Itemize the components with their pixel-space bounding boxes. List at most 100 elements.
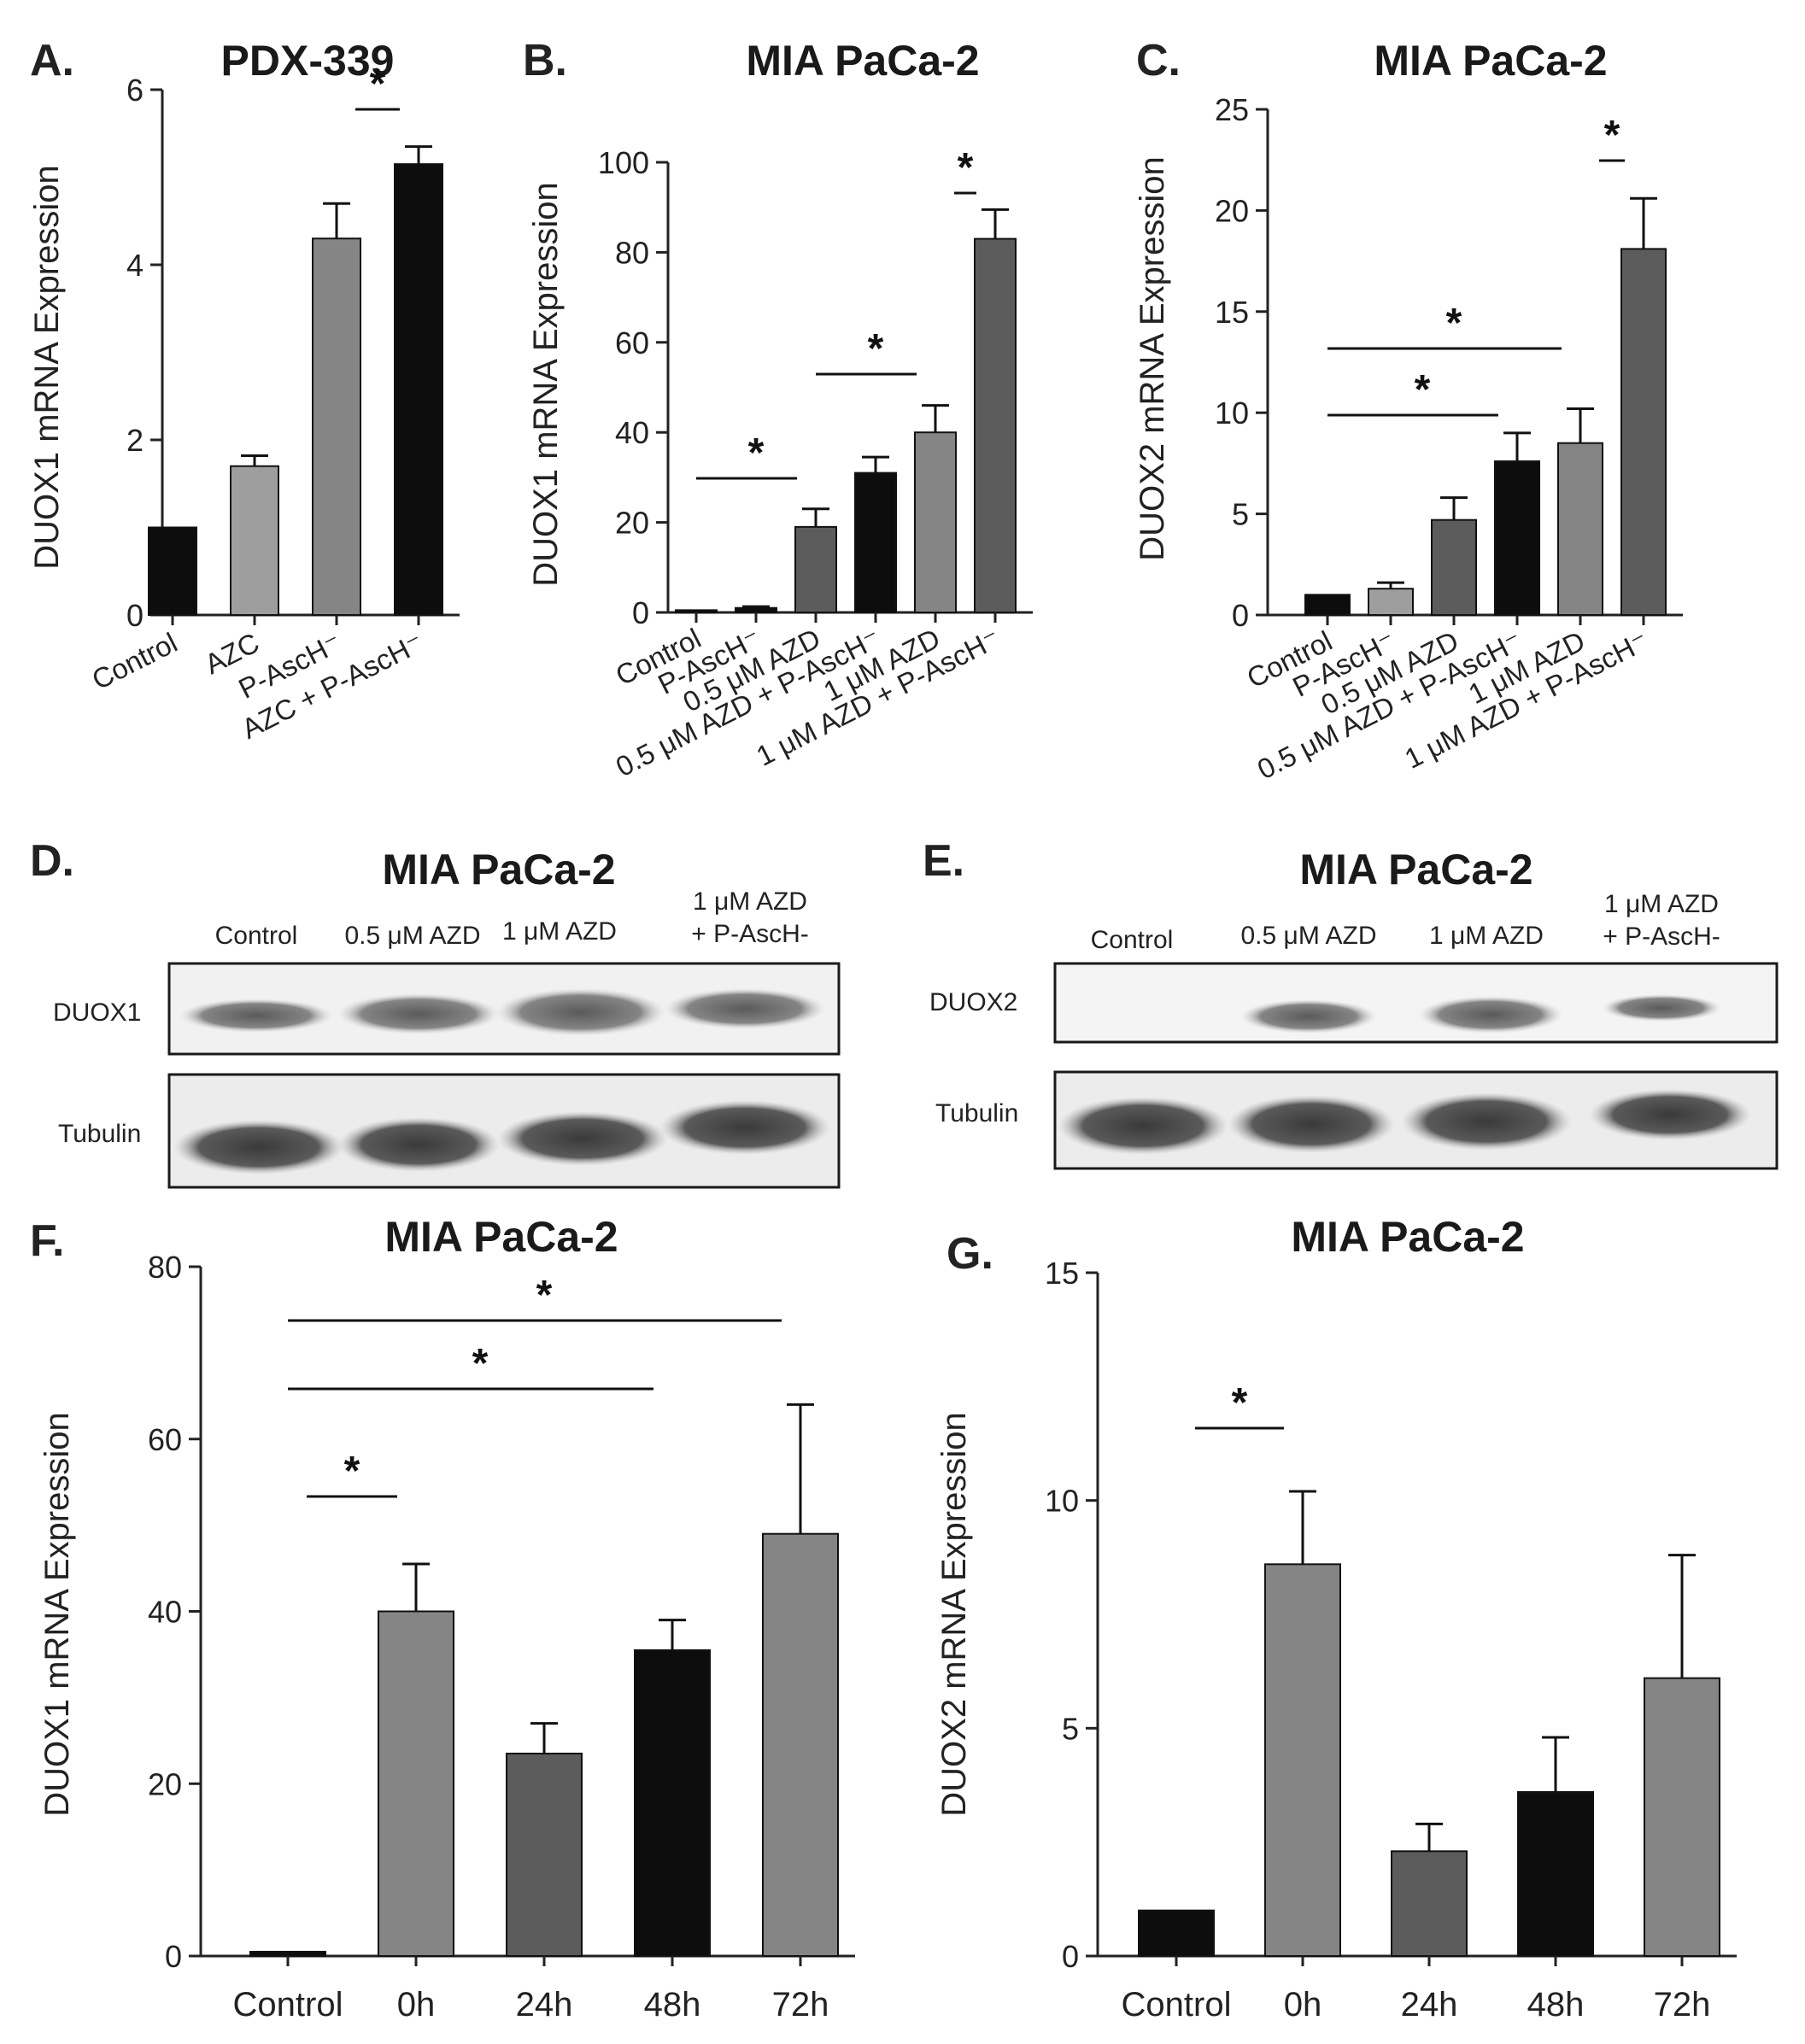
y-axis-label-b: DUOX1 mRNA Expression: [527, 182, 565, 586]
y-tick-label: 0: [632, 595, 649, 630]
chart-panel-f: F. MIA PaCa-2 DUOX1 mRNA Expression 0 20 4…: [30, 1213, 855, 2024]
bar: [1644, 1677, 1720, 1957]
bar: [1368, 588, 1414, 617]
y-tick-label: 0: [165, 1939, 182, 1974]
bar: [974, 237, 1017, 613]
y-axis-label-a: DUOX1 mRNA Expression: [28, 165, 66, 569]
chart-title-f: MIA PaCa-2: [384, 1213, 618, 1261]
western-blot-d: D. MIA PaCa-2 Control 0.5 μM AZD 1 μM AZ…: [30, 836, 841, 1189]
bar: [1557, 442, 1603, 616]
blot-lane-label: 1 μM AZD: [502, 917, 617, 946]
blot-band: [1058, 1097, 1228, 1155]
y-tick-label: 40: [615, 415, 649, 450]
blot-band: [337, 993, 500, 1034]
blot-band: [337, 1117, 500, 1172]
bar: [378, 1610, 454, 1957]
panel-letter-b: B.: [523, 36, 567, 85]
chart-panel-b: B. MIA PaCa-2 DUOX1 mRNA Expression 0 20 4…: [523, 36, 1033, 782]
x-category-label: Control: [1122, 1986, 1232, 2024]
bar: [1517, 1791, 1594, 1957]
y-tick-label: 0: [1062, 1939, 1079, 1974]
y-tick-label: 5: [1232, 497, 1249, 532]
significance-star: *: [1232, 1380, 1248, 1426]
bar: [1620, 248, 1667, 616]
bar: [794, 525, 837, 613]
x-category-label: 0h: [397, 1986, 436, 2024]
bar: [1391, 1850, 1468, 1957]
y-axis-label-g: DUOX2 mRNA Expression: [935, 1412, 973, 1816]
blot-title-e: MIA PaCa-2: [1299, 846, 1532, 893]
x-category-label: 72h: [772, 1986, 829, 2024]
x-category-label: 0h: [1284, 1986, 1322, 2024]
bar: [675, 609, 718, 613]
y-tick-label: 20: [615, 506, 649, 541]
chart-title-c: MIA PaCa-2: [1374, 37, 1607, 85]
y-axis-label-c: DUOX2 mRNA Expression: [1134, 156, 1171, 560]
y-tick-label: 80: [615, 235, 649, 270]
bar: [249, 1950, 326, 1958]
blot-band: [1401, 1092, 1572, 1151]
blot-lane-label: Control: [1091, 926, 1174, 954]
blot-row-label-duox2: DUOX2: [929, 988, 1017, 1016]
y-tick-label: 25: [1215, 92, 1249, 127]
significance-star: *: [1604, 113, 1620, 158]
x-category-label: Control: [87, 626, 183, 695]
western-blot-e: E. MIA PaCa-2 Control 0.5 μM AZD 1 μM AZ…: [923, 836, 1779, 1170]
y-axis-label-f: DUOX1 mRNA Expression: [38, 1412, 76, 1816]
bar: [312, 237, 361, 616]
chart-panel-c: C. MIA PaCa-2 DUOX2 mRNA Expression 0 5 10…: [1134, 36, 1683, 785]
significance-star: *: [868, 326, 884, 372]
y-tick-label: 4: [126, 248, 144, 283]
blot-lane-label: 1 μM AZD: [1604, 890, 1719, 918]
x-category-label: Control: [233, 1986, 343, 2024]
chart-title-a: PDX-339: [221, 37, 395, 85]
blot-band: [664, 988, 826, 1029]
y-tick-label: 20: [1215, 193, 1249, 228]
significance-star: *: [344, 1449, 360, 1494]
blot-row-label-duox1: DUOX1: [53, 999, 141, 1027]
panel-letter-a: A.: [30, 36, 74, 85]
bar: [914, 431, 957, 614]
y-tick-label: 100: [598, 145, 649, 180]
x-category-label: 24h: [516, 1986, 573, 2024]
bar: [735, 606, 777, 613]
y-tick-label: 0: [1232, 598, 1249, 633]
y-tick-label: 0: [126, 598, 144, 633]
significance-star: *: [1446, 301, 1462, 346]
panel-letter-g: G.: [946, 1229, 993, 1279]
significance-star: *: [958, 145, 974, 190]
bar: [634, 1649, 711, 1958]
panel-letter-e: E.: [923, 836, 964, 886]
blot-lane-label: 0.5 μM AZD: [345, 922, 481, 950]
blot-band: [495, 988, 666, 1036]
y-tick-label: 20: [148, 1766, 182, 1801]
blot-row-label-tubulin: Tubulin: [58, 1120, 141, 1148]
blot-lane-label: + P-AscH-: [691, 920, 809, 948]
y-tick-label: 80: [148, 1250, 182, 1285]
blot-band: [1240, 999, 1377, 1034]
blot-band: [1589, 1089, 1751, 1140]
blot-title-d: MIA PaCa-2: [382, 846, 615, 893]
blot-lane-label: + P-AscH-: [1603, 922, 1720, 951]
significance-star: *: [748, 430, 765, 476]
chart-title-b: MIA PaCa-2: [746, 37, 979, 85]
blot-row-label-tubulin: Tubulin: [935, 1099, 1018, 1127]
bar: [1138, 1909, 1215, 1958]
y-tick-label: 6: [126, 73, 144, 108]
y-tick-label: 10: [1045, 1484, 1079, 1519]
blot-band: [173, 1120, 344, 1174]
y-tick-label: 5: [1062, 1711, 1079, 1746]
x-category-label: 72h: [1654, 1986, 1711, 2024]
blot-band: [659, 1100, 830, 1155]
blot-band: [1228, 1095, 1395, 1153]
bar: [394, 163, 443, 616]
blot-lane-label: 1 μM AZD: [1429, 922, 1544, 950]
bar: [230, 465, 279, 616]
blot-lane-label: Control: [215, 922, 298, 950]
significance-star: *: [370, 61, 386, 107]
y-tick-label: 60: [615, 325, 649, 360]
panel-letter-d: D.: [30, 836, 74, 886]
y-tick-label: 15: [1045, 1256, 1079, 1291]
y-tick-label: 10: [1215, 395, 1249, 430]
chart-title-g: MIA PaCa-2: [1291, 1213, 1524, 1261]
